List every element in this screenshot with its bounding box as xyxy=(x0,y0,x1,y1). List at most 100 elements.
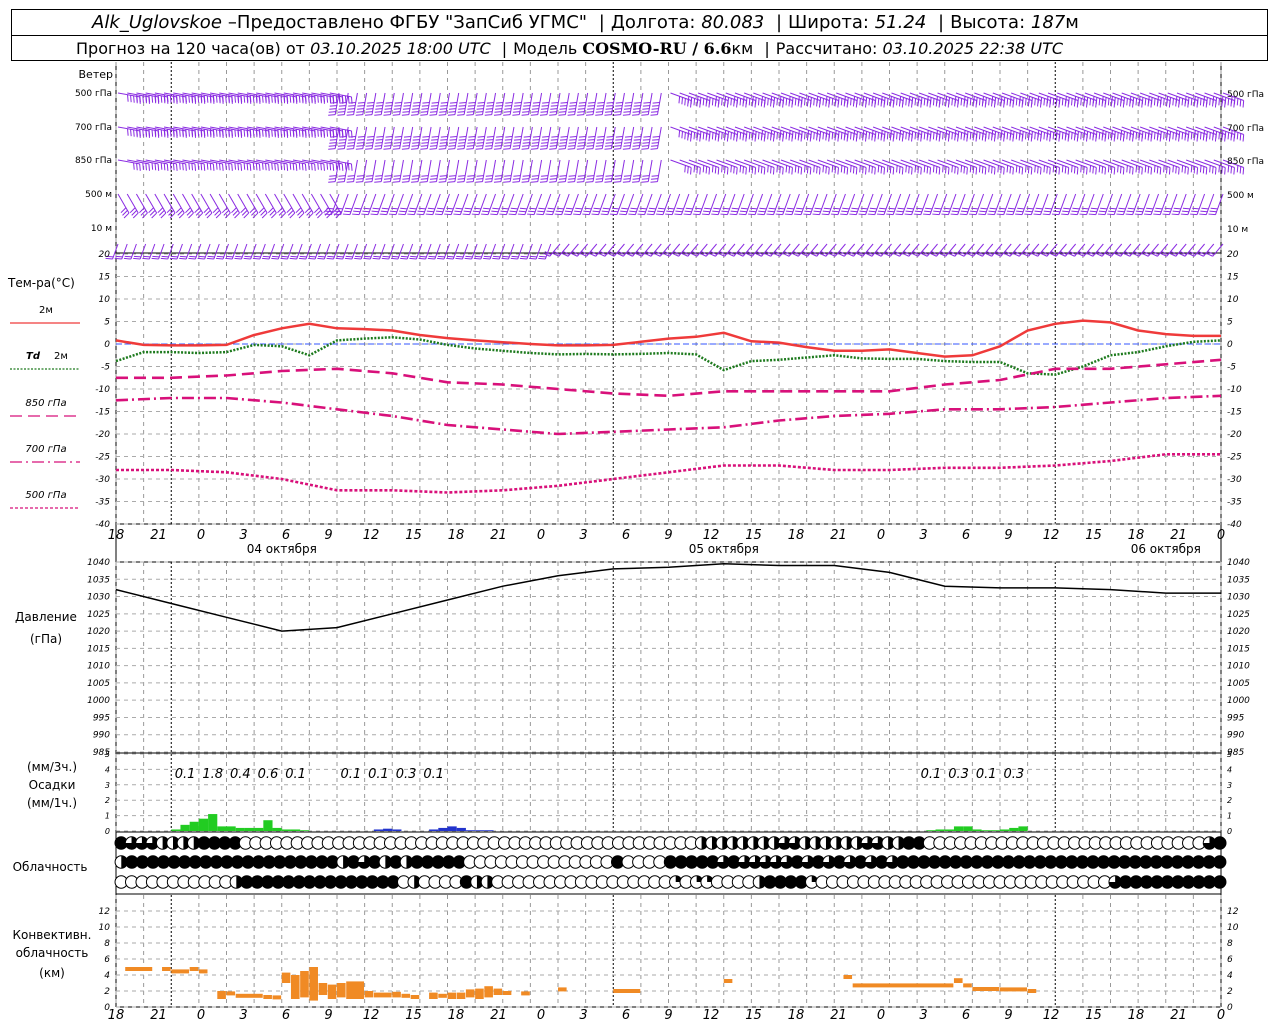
barb-staff xyxy=(937,159,959,168)
barb-feather xyxy=(681,252,689,257)
barb-feather xyxy=(1123,97,1125,105)
press-tick-left: 1010 xyxy=(87,662,110,672)
barb-staff xyxy=(209,126,232,132)
barb-staff xyxy=(1175,243,1187,257)
barb-feather xyxy=(532,139,540,141)
barb-feather xyxy=(960,210,968,213)
cloud-symbol xyxy=(1213,855,1227,869)
barb-feather xyxy=(289,95,292,103)
barb-staff xyxy=(135,193,148,214)
barb-feather xyxy=(136,94,138,102)
barb-feather xyxy=(773,131,776,139)
barb-feather xyxy=(458,139,466,141)
barb-feather xyxy=(978,165,981,173)
wind-barb xyxy=(438,92,450,116)
barb-staff xyxy=(163,193,176,214)
barb-staff xyxy=(561,193,570,215)
barb-feather xyxy=(711,98,714,106)
barb-staff xyxy=(751,243,763,257)
barb-staff xyxy=(707,126,729,135)
barb-feather xyxy=(1126,210,1134,213)
barb-feather xyxy=(374,178,382,180)
wind-barb xyxy=(622,126,635,150)
barb-feather xyxy=(295,95,298,103)
barb-feather xyxy=(485,111,493,113)
barb-feather xyxy=(745,167,747,175)
barb-staff xyxy=(209,159,232,165)
hour-label-bottom: 3 xyxy=(239,1008,247,1023)
wind-barb xyxy=(429,126,441,150)
barb-feather xyxy=(328,148,336,150)
barb-feather xyxy=(761,96,763,104)
barb-staff xyxy=(762,159,784,168)
precip-bar xyxy=(1018,826,1028,831)
wind-barb xyxy=(388,193,404,216)
barb-feather xyxy=(596,175,604,177)
barb-staff xyxy=(256,92,278,98)
barb-feather xyxy=(1190,213,1198,216)
barb-feather xyxy=(505,102,513,104)
barb-feather xyxy=(549,181,557,183)
barb-feather xyxy=(632,114,640,116)
barb-feather xyxy=(277,129,280,137)
barb-feather xyxy=(195,210,202,216)
barb-feather xyxy=(151,212,157,219)
barb-staff xyxy=(379,243,386,260)
barb-feather xyxy=(1104,97,1107,105)
barb-feather xyxy=(439,142,447,144)
barb-feather xyxy=(459,102,467,104)
barb-feather xyxy=(326,207,334,210)
barb-feather xyxy=(393,175,401,177)
barb-staff xyxy=(367,193,377,215)
barb-staff xyxy=(517,243,524,260)
wind-barb xyxy=(883,243,902,257)
barb-feather xyxy=(446,257,454,260)
barb-feather xyxy=(633,139,641,141)
wind-barb xyxy=(364,92,377,116)
barb-staff xyxy=(389,92,395,115)
cloud-three-quarter xyxy=(125,836,138,850)
barb-staff xyxy=(246,193,259,214)
barb-feather xyxy=(699,97,702,105)
barb-feather xyxy=(683,213,691,216)
press-tick-left: 1025 xyxy=(87,610,110,620)
barb-feather xyxy=(859,98,861,106)
barb-staff xyxy=(353,126,358,149)
barb-feather xyxy=(262,129,264,137)
barb-feather xyxy=(466,114,474,116)
barb-feather xyxy=(495,105,503,107)
barb-feather xyxy=(702,213,710,216)
barb-staff xyxy=(1138,243,1150,257)
barb-feather xyxy=(1080,132,1082,140)
barb-feather xyxy=(536,213,544,216)
barb-feather xyxy=(1115,251,1123,255)
barb-staff xyxy=(182,159,205,165)
barb-feather xyxy=(512,148,520,150)
barb-feather xyxy=(1212,96,1215,104)
barb-feather xyxy=(800,252,808,257)
barb-staff xyxy=(417,126,423,149)
barb-feather xyxy=(984,167,987,175)
cloud-symbol xyxy=(357,855,371,869)
barb-feather xyxy=(315,210,322,216)
barb-feather xyxy=(550,105,558,107)
barb-staff xyxy=(136,159,159,165)
barb-feather xyxy=(795,210,803,213)
barb-staff xyxy=(644,193,653,215)
barb-staff xyxy=(117,126,140,132)
barb-feather xyxy=(755,131,757,139)
barb-feather xyxy=(335,129,338,137)
barb-staff xyxy=(255,193,268,214)
hour-label-bottom: 0 xyxy=(197,1008,205,1023)
barb-staff xyxy=(992,159,1014,168)
barb-feather xyxy=(614,178,622,180)
wind-barb xyxy=(434,193,450,216)
barb-feather xyxy=(856,97,858,105)
wind-barb xyxy=(328,92,340,116)
barb-feather xyxy=(1080,165,1082,173)
barb-feather xyxy=(1054,207,1062,210)
wind-level-left: 500 гПа xyxy=(75,89,112,99)
barb-feather xyxy=(581,251,589,255)
cloud-three-quarter xyxy=(358,855,371,869)
barb-feather xyxy=(1071,98,1073,106)
